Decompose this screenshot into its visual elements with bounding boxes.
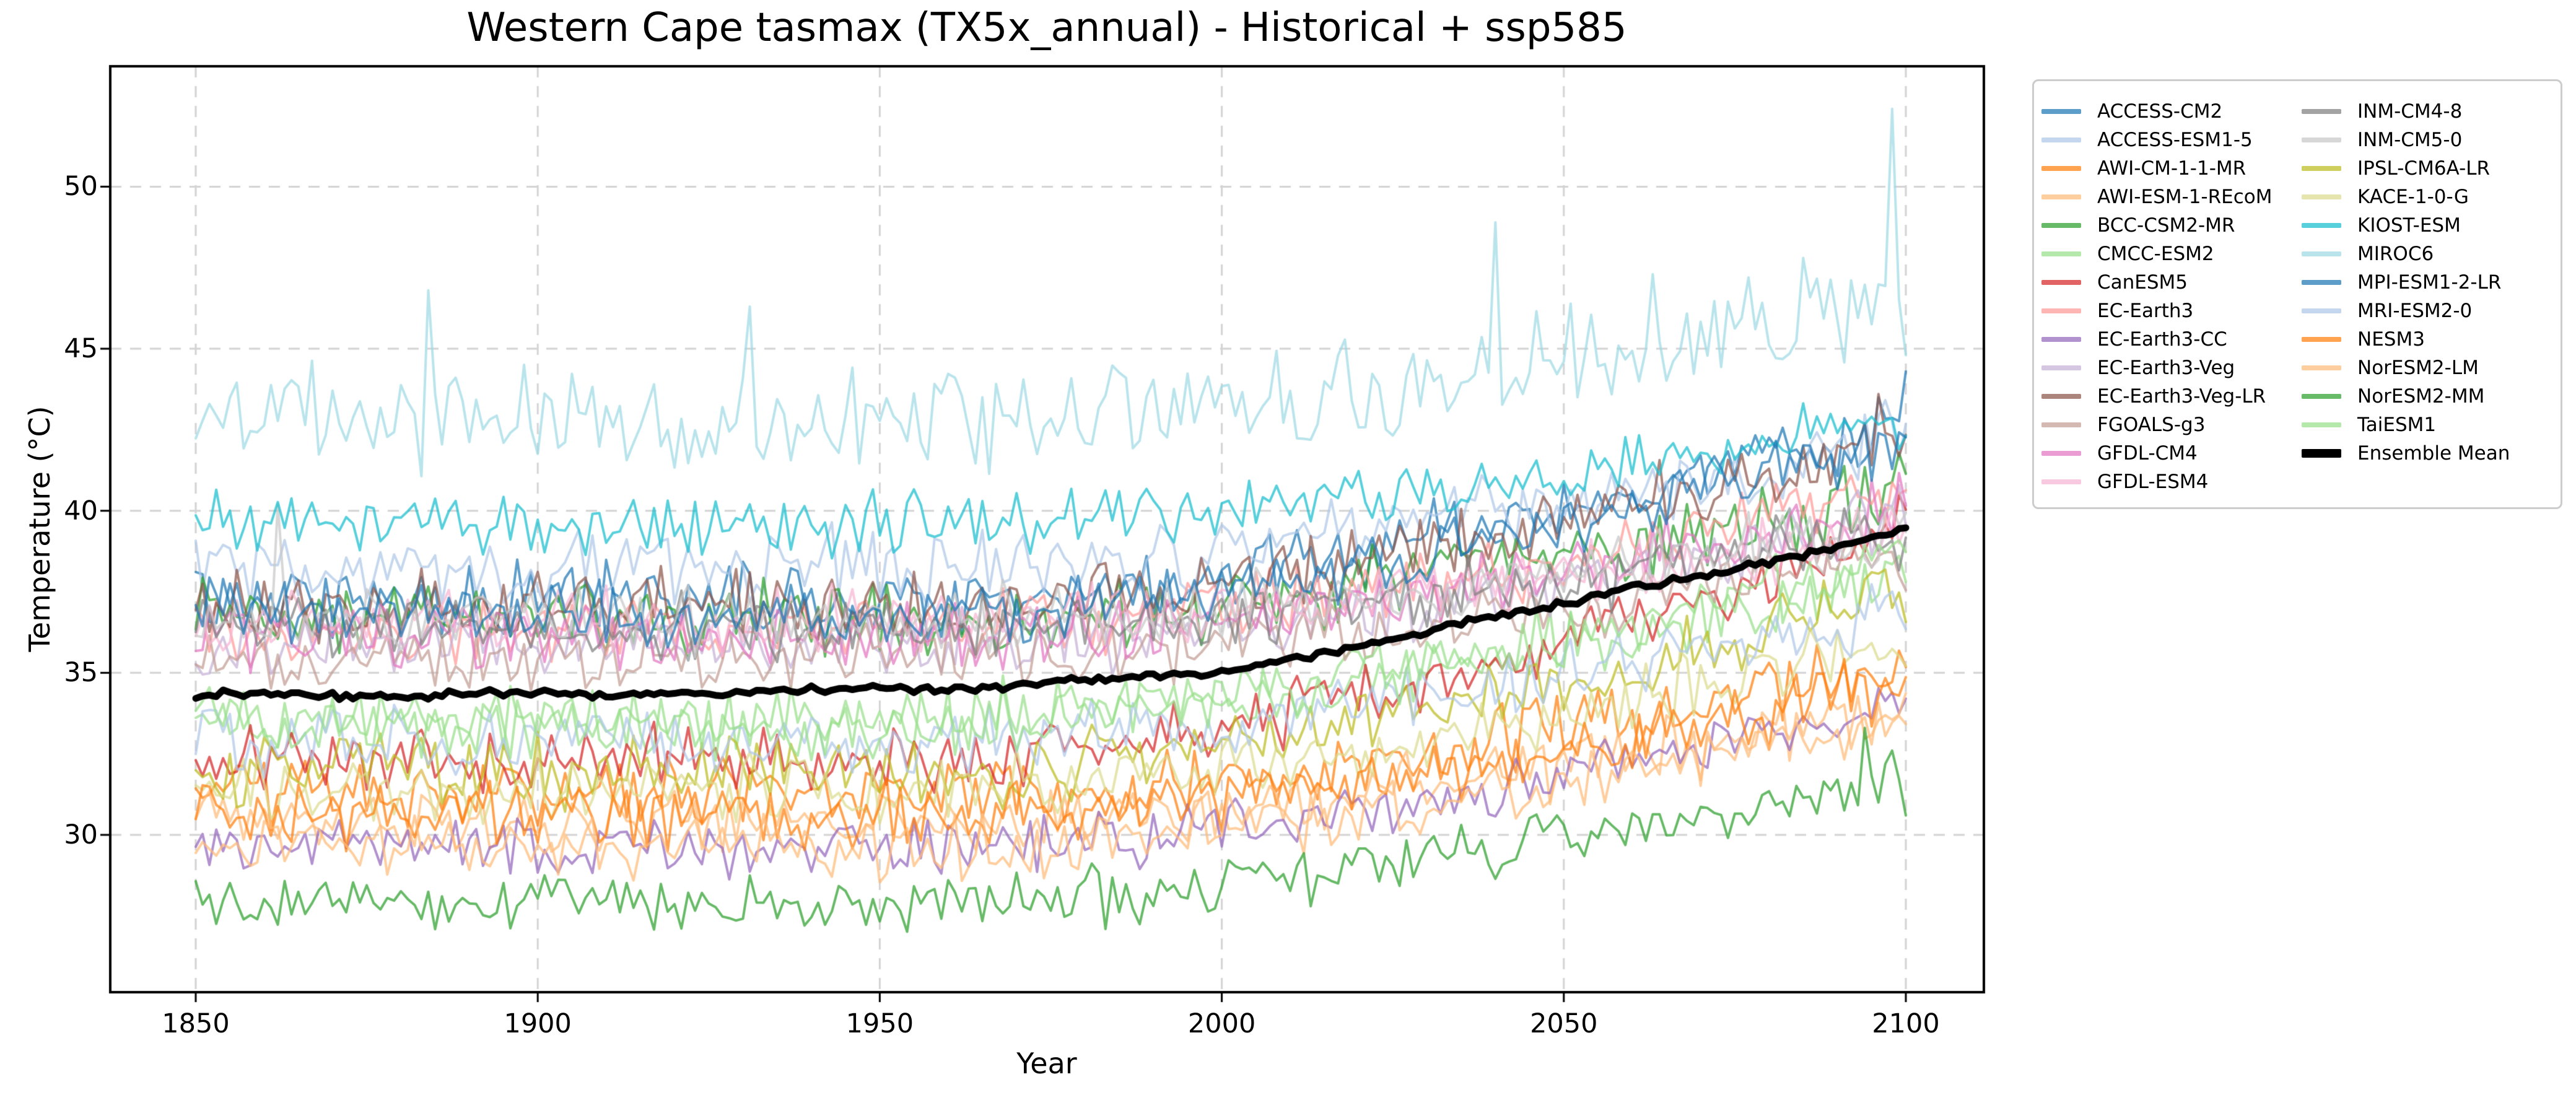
legend-label: ACCESS-CM2 (2097, 100, 2223, 123)
legend-line-swatch-icon (2041, 394, 2081, 399)
legend-line-swatch-icon (2302, 337, 2341, 342)
legend-item: MIROC6 (2302, 240, 2562, 268)
legend-item: MPI-ESM1-2-LR (2302, 268, 2562, 297)
legend-line-swatch-icon (2041, 308, 2081, 313)
legend-line-swatch-icon (2302, 109, 2341, 114)
legend-item: IPSL-CM6A-LR (2302, 154, 2562, 183)
x-tick-label: 1850 (162, 1008, 230, 1039)
legend-item: Ensemble Mean (2302, 439, 2562, 468)
legend-label: AWI-ESM-1-REcoM (2097, 185, 2273, 208)
legend-label: NESM3 (2357, 328, 2425, 351)
legend-item: BCC-CSM2-MR (2041, 211, 2302, 240)
legend-line-swatch-icon (2041, 109, 2081, 114)
legend-item: KIOST-ESM (2302, 211, 2562, 240)
y-tick-label: 50 (64, 171, 98, 203)
legend-line-swatch-icon (2041, 451, 2081, 456)
legend-item: FGOALS-g3 (2041, 411, 2302, 439)
legend-item: GFDL-CM4 (2041, 439, 2302, 468)
legend-line-swatch-icon (2302, 223, 2341, 228)
legend-line-swatch-icon (2041, 137, 2081, 142)
legend-line-swatch-icon (2302, 422, 2341, 427)
legend-line-swatch-icon (2041, 479, 2081, 484)
legend-label: ACCESS-ESM1-5 (2097, 128, 2253, 151)
legend-label: FGOALS-g3 (2097, 413, 2206, 436)
legend-line-swatch-icon (2302, 394, 2341, 399)
legend-label: IPSL-CM6A-LR (2357, 157, 2491, 180)
x-tick-label: 2050 (1530, 1008, 1598, 1039)
legend-label: INM-CM4-8 (2357, 100, 2463, 123)
legend-label: MPI-ESM1-2-LR (2357, 271, 2502, 294)
legend-item: CMCC-ESM2 (2041, 240, 2302, 268)
legend-label: NorESM2-MM (2357, 385, 2485, 408)
legend-label: INM-CM5-0 (2357, 128, 2463, 151)
legend-item: CanESM5 (2041, 268, 2302, 297)
legend-item: INM-CM5-0 (2302, 126, 2562, 154)
legend-line-swatch-icon (2302, 166, 2341, 171)
legend-line-swatch-icon (2041, 194, 2081, 199)
legend-item: EC-Earth3 (2041, 297, 2302, 325)
legend-line-swatch-icon (2302, 194, 2341, 199)
legend-item: AWI-CM-1-1-MR (2041, 154, 2302, 183)
legend-label: TaiESM1 (2357, 413, 2437, 436)
x-tick-label: 2000 (1187, 1008, 1256, 1039)
legend-line-swatch-icon (2041, 422, 2081, 427)
legend-item: ACCESS-ESM1-5 (2041, 126, 2302, 154)
legend-item: INM-CM4-8 (2302, 97, 2562, 126)
y-tick-label: 45 (64, 333, 98, 365)
y-axis-label: Temperature (°C) (23, 406, 56, 652)
legend-item: EC-Earth3-Veg (2041, 354, 2302, 382)
x-tick-label: 1950 (845, 1008, 914, 1039)
legend-label: EC-Earth3 (2097, 299, 2194, 322)
legend-label: AWI-CM-1-1-MR (2097, 157, 2246, 180)
legend-label: CMCC-ESM2 (2097, 242, 2214, 265)
legend-line-swatch-icon (2302, 137, 2341, 142)
legend-line-swatch-icon (2302, 280, 2341, 285)
legend-label: KIOST-ESM (2357, 214, 2461, 237)
legend-label: MRI-ESM2-0 (2357, 299, 2473, 322)
legend-item: AWI-ESM-1-REcoM (2041, 183, 2302, 211)
y-tick-label: 40 (64, 495, 98, 526)
legend: ACCESS-CM2 ACCESS-ESM1-5 AWI-CM-1-1-MR AWI-… (2032, 79, 2562, 509)
legend-line-swatch-icon (2302, 308, 2341, 313)
legend-item: NorESM2-LM (2302, 354, 2562, 382)
legend-item: KACE-1-0-G (2302, 183, 2562, 211)
legend-item: MRI-ESM2-0 (2302, 297, 2562, 325)
x-tick-label: 1900 (504, 1008, 572, 1039)
legend-label: GFDL-ESM4 (2097, 470, 2209, 493)
y-tick-label: 35 (64, 657, 98, 689)
legend-line-swatch-icon (2041, 365, 2081, 370)
legend-line-swatch-icon (2041, 280, 2081, 285)
legend-line-swatch-icon (2302, 365, 2341, 370)
legend-item: EC-Earth3-Veg-LR (2041, 382, 2302, 411)
legend-item: NESM3 (2302, 325, 2562, 354)
legend-line-swatch-icon (2041, 223, 2081, 228)
legend-label: NorESM2-LM (2357, 356, 2479, 379)
legend-label: EC-Earth3-Veg-LR (2097, 385, 2266, 408)
legend-label: MIROC6 (2357, 242, 2434, 265)
legend-item: NorESM2-MM (2302, 382, 2562, 411)
legend-label: EC-Earth3-CC (2097, 328, 2227, 351)
legend-line-swatch-icon (2041, 251, 2081, 256)
chart-title: Western Cape tasmax (TX5x_annual) - Hist… (466, 5, 1627, 51)
legend-line-swatch-icon (2302, 251, 2341, 256)
x-axis-label: Year (1016, 1047, 1077, 1080)
legend-line-swatch-icon (2041, 166, 2081, 171)
legend-line-swatch-icon (2302, 449, 2341, 458)
legend-label: Ensemble Mean (2357, 442, 2510, 465)
legend-label: CanESM5 (2097, 271, 2188, 294)
legend-item: GFDL-ESM4 (2041, 468, 2302, 496)
legend-label: EC-Earth3-Veg (2097, 356, 2235, 379)
legend-item: TaiESM1 (2302, 411, 2562, 439)
legend-label: GFDL-CM4 (2097, 442, 2198, 465)
legend-line-swatch-icon (2041, 337, 2081, 342)
x-tick-label: 2100 (1872, 1008, 1940, 1039)
legend-label: BCC-CSM2-MR (2097, 214, 2235, 237)
legend-label: KACE-1-0-G (2357, 185, 2469, 208)
legend-item: EC-Earth3-CC (2041, 325, 2302, 354)
y-tick-label: 30 (64, 819, 98, 850)
legend-item: ACCESS-CM2 (2041, 97, 2302, 126)
